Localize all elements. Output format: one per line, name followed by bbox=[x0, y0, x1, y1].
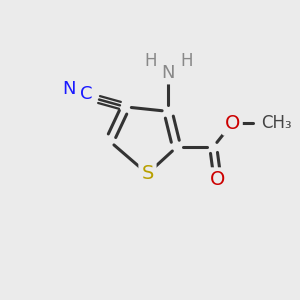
Text: C: C bbox=[80, 85, 92, 103]
Text: N: N bbox=[62, 80, 75, 98]
Text: O: O bbox=[224, 114, 240, 133]
Text: H: H bbox=[144, 52, 157, 70]
Text: H: H bbox=[181, 52, 193, 70]
Text: O: O bbox=[210, 170, 225, 189]
Text: N: N bbox=[161, 64, 175, 82]
Text: S: S bbox=[141, 164, 154, 183]
Text: CH₃: CH₃ bbox=[261, 114, 292, 132]
